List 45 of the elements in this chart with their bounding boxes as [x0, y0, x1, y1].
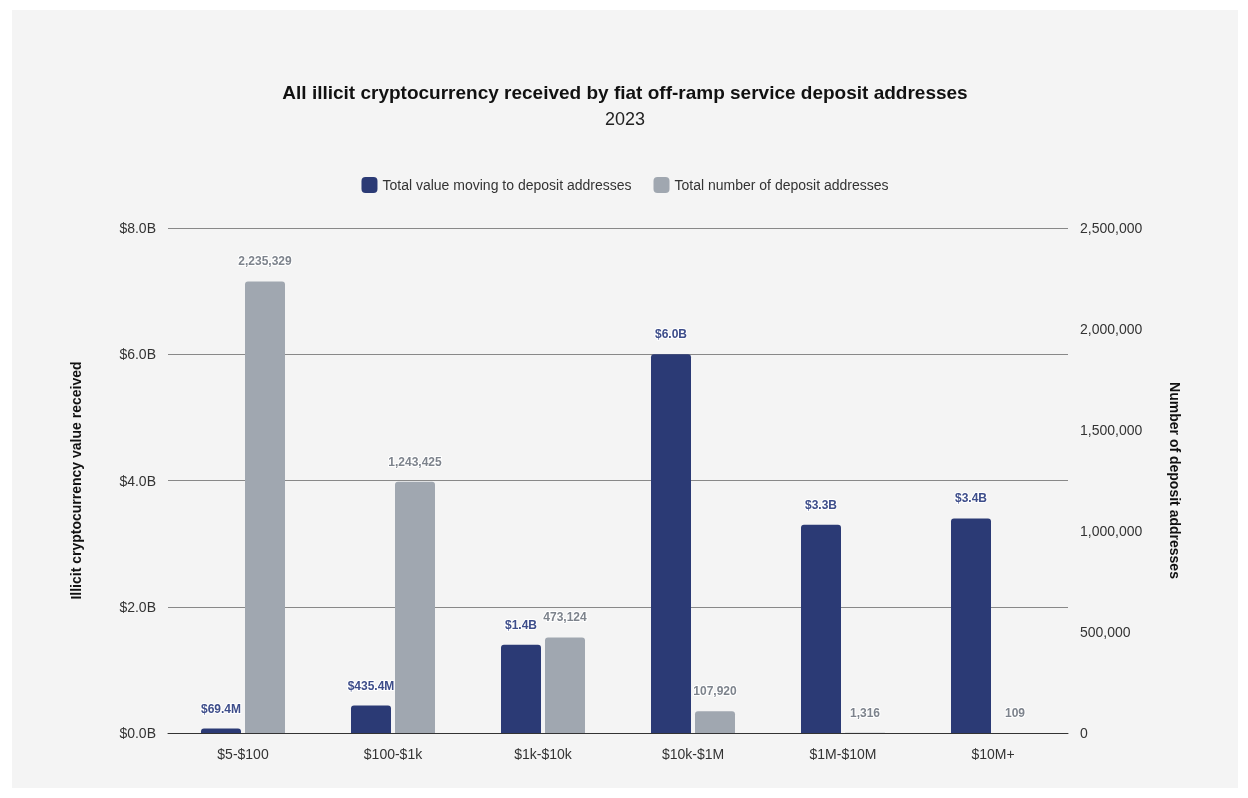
data-label: $435.4M	[347, 678, 395, 693]
data-label: 2,235,329	[238, 254, 293, 269]
data-label: 107,920	[693, 684, 738, 699]
legend-label: Total number of deposit addresses	[674, 177, 889, 193]
bar	[201, 728, 241, 733]
data-label: $3.3B	[804, 497, 838, 512]
x-tick-label: $100-$1k	[363, 746, 424, 762]
data-label: 1,243,425	[388, 454, 443, 469]
x-tick-label: $1k-$10k	[514, 746, 573, 762]
data-label: 109	[1004, 705, 1026, 720]
x-tick-label: $10k-$1M	[661, 746, 725, 762]
bar	[951, 518, 991, 733]
chart-subtitle: 2023	[604, 109, 646, 129]
data-label: $69.4M	[200, 701, 242, 716]
y-tick-label: $0.0B	[119, 725, 156, 741]
bar	[695, 711, 735, 733]
bar	[801, 524, 841, 733]
y2-tick-label: 500,000	[1080, 624, 1131, 640]
y-tick-label: $6.0B	[119, 346, 156, 363]
data-label: 1,316	[849, 705, 881, 720]
x-tick-label: $5-$100	[217, 746, 269, 762]
x-tick-label: $10M+	[971, 746, 1015, 762]
bar	[245, 281, 285, 733]
x-tick-label: $1M-$10M	[809, 746, 877, 762]
y2-axis-title: Number of deposit addresses	[1167, 382, 1183, 580]
y2-tick-label: 2,000,000	[1080, 321, 1143, 337]
data-label: $3.4B	[954, 491, 988, 506]
y-axis-title: Illicit cryptocurrency value received	[68, 361, 84, 600]
y-tick-label: $4.0B	[119, 472, 156, 489]
y2-tick-label: 1,500,000	[1080, 422, 1143, 438]
y2-tick-label: 2,500,000	[1080, 220, 1143, 236]
chart-title: All illicit cryptocurrency received by fiat off-ramp service deposit addresses	[282, 82, 968, 103]
y-tick-label: $8.0B	[119, 220, 156, 236]
y2-tick-label: 1,000,000	[1080, 523, 1143, 539]
data-label: $1.4B	[504, 617, 538, 632]
y-tick-label: $2.0B	[119, 598, 156, 615]
y2-tick-label: 0	[1080, 725, 1088, 741]
bar	[651, 354, 691, 733]
bar	[395, 481, 435, 733]
data-label: $6.0B	[654, 327, 688, 342]
bar	[501, 644, 541, 733]
legend-label: Total value moving to deposit addresses	[382, 177, 632, 193]
bar	[351, 705, 391, 733]
bar	[545, 637, 585, 733]
data-label: 473,124	[543, 610, 588, 625]
